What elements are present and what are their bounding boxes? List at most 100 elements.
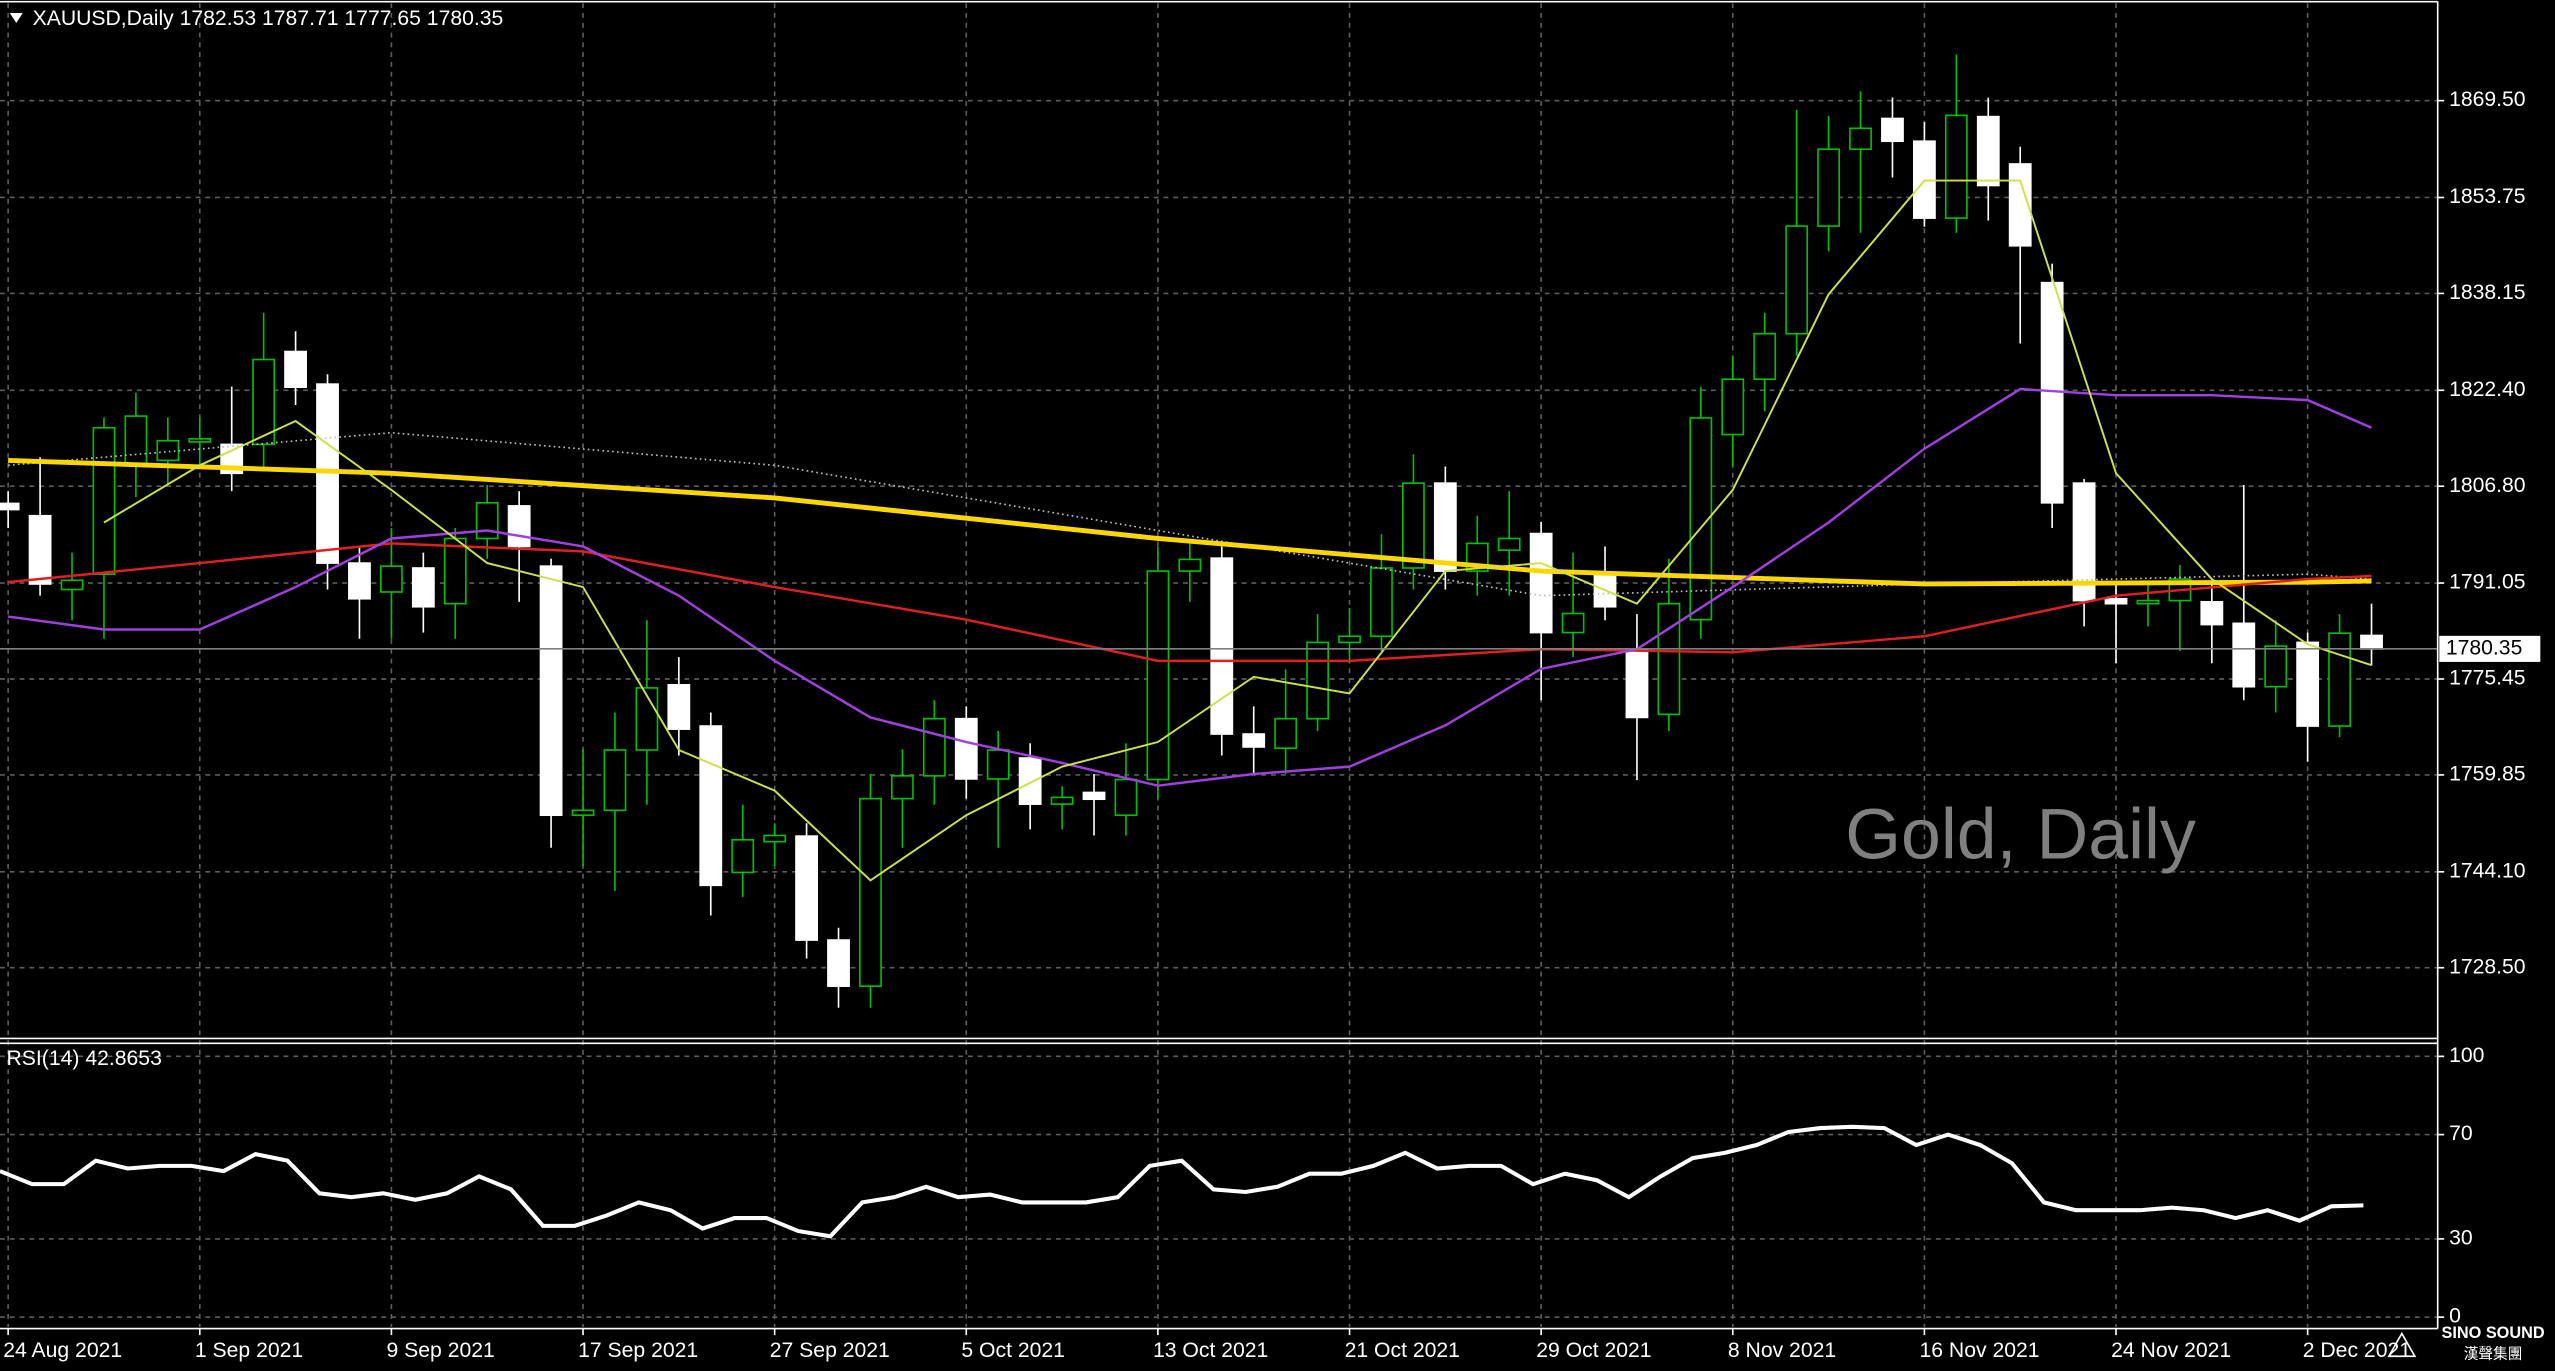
candle-body <box>252 358 276 446</box>
candle-body <box>379 565 403 593</box>
candle-body <box>1689 417 1713 621</box>
candle-body <box>1817 148 1840 227</box>
candle-body <box>1370 567 1393 638</box>
y-tick-label: 30 <box>2449 1226 2473 1249</box>
moving-average-line <box>8 431 2372 597</box>
candle-body <box>1082 791 1106 801</box>
rsi-line <box>0 1124 2364 1239</box>
y-tick-label: 1744.10 <box>2449 859 2526 882</box>
plot-layer: 1869.50 1853.75 1838.15 1822.40 1806.80 1791.… <box>0 3 2541 1362</box>
candle-body <box>1146 570 1170 781</box>
candle-body <box>763 834 787 843</box>
candle-body <box>28 514 52 585</box>
x-tick-label: 9 Sep 2021 <box>387 1339 495 1362</box>
candle-body <box>1497 537 1521 551</box>
candle-body <box>954 717 978 780</box>
candle-body <box>188 438 212 443</box>
candle-body <box>1178 558 1202 572</box>
candle-body <box>795 835 818 941</box>
moving-average-line <box>8 542 2372 663</box>
candle-body <box>1881 117 1904 143</box>
candle-body <box>1976 115 2000 187</box>
x-tick-label: 24 Aug 2021 <box>3 1339 122 1362</box>
candle-body <box>699 725 723 887</box>
candle-body <box>1561 612 1585 634</box>
y-tick-label: 1728.50 <box>2449 955 2526 978</box>
candle-body <box>411 567 435 608</box>
candle-body <box>2008 163 2032 247</box>
candle-body <box>1210 557 1234 735</box>
candle-body <box>539 565 563 817</box>
candle-body <box>156 439 180 462</box>
candle-body <box>1433 482 1457 572</box>
candle-body <box>827 939 850 987</box>
x-tick-label: 5 Oct 2021 <box>961 1339 1065 1362</box>
y-tick-label: 1775.45 <box>2449 667 2526 690</box>
x-tick-label: 13 Oct 2021 <box>1153 1339 1268 1362</box>
y-tick-label: 1822.40 <box>2449 378 2526 401</box>
x-tick-label: 24 Nov 2021 <box>2111 1339 2231 1362</box>
candle-body <box>284 350 307 389</box>
logo-subtext: 漢聲集團 <box>2464 1346 2523 1363</box>
x-tick-label: 16 Nov 2021 <box>1920 1339 2040 1362</box>
x-tick-label: 29 Oct 2021 <box>1536 1339 1651 1362</box>
candle-body <box>2072 482 2096 602</box>
candle-body <box>475 502 499 540</box>
y-tick-label: 1838.15 <box>2449 281 2526 304</box>
x-tick-label: 1 Sep 2021 <box>195 1339 303 1362</box>
x-tick-label: 27 Sep 2021 <box>770 1339 890 1362</box>
candle-body <box>859 797 882 987</box>
x-tick-label: 8 Nov 2021 <box>1728 1339 1836 1362</box>
candle-body <box>2104 597 2128 605</box>
candle-body <box>1944 114 1968 219</box>
x-tick-label: 17 Sep 2021 <box>578 1339 698 1362</box>
moving-average-line <box>7 387 2373 787</box>
last-price-label: 1780.35 <box>2446 636 2523 659</box>
candle-body <box>571 809 595 817</box>
moving-average-line <box>8 457 2372 587</box>
y-tick-label: 1869.50 <box>2449 88 2526 111</box>
candle-body <box>2200 601 2224 626</box>
candle-body <box>1242 733 1266 748</box>
rsi-title: RSI(14) 42.8653 <box>7 1047 162 1070</box>
y-tick-label: 1806.80 <box>2449 474 2526 497</box>
candle-body <box>1338 635 1361 644</box>
candle-body <box>2264 645 2288 688</box>
y-tick-label: 1759.85 <box>2449 763 2526 786</box>
candle-body <box>124 415 148 467</box>
candle-body <box>2136 599 2160 605</box>
logo-icon <box>2387 1331 2417 1358</box>
candle-body <box>507 505 531 548</box>
candle-body <box>1050 796 1074 805</box>
candle-body <box>348 562 371 600</box>
candle-body <box>1849 127 1872 151</box>
candle-body <box>603 749 627 812</box>
candle-body <box>1018 757 1042 805</box>
candle-body <box>92 426 116 575</box>
candle-body <box>890 775 914 800</box>
y-tick-label: 70 <box>2449 1122 2473 1145</box>
candle-body <box>2328 632 2351 727</box>
candle-body <box>986 749 1010 780</box>
collapse-triangle <box>9 13 23 23</box>
y-tick-label: 1853.75 <box>2449 185 2526 208</box>
candle-body <box>1529 532 1553 634</box>
candle-body <box>2296 641 2320 727</box>
candle-body <box>1721 378 1745 436</box>
candle-body <box>0 502 20 511</box>
candle-body <box>1306 641 1329 720</box>
candle-body <box>1401 482 1425 569</box>
candle-body <box>1785 225 1809 335</box>
watermark: Gold, Daily <box>1845 794 2196 874</box>
x-tick-label: 2 Dec 2021 <box>2303 1339 2411 1362</box>
candle-body <box>1657 602 1681 716</box>
logo-text: SINO SOUND <box>2442 1324 2545 1342</box>
candle-body <box>1625 648 1649 719</box>
last-price-box <box>2439 635 2541 662</box>
candle-body <box>2232 622 2256 688</box>
candle-body <box>922 717 946 777</box>
candle-body <box>443 537 467 605</box>
